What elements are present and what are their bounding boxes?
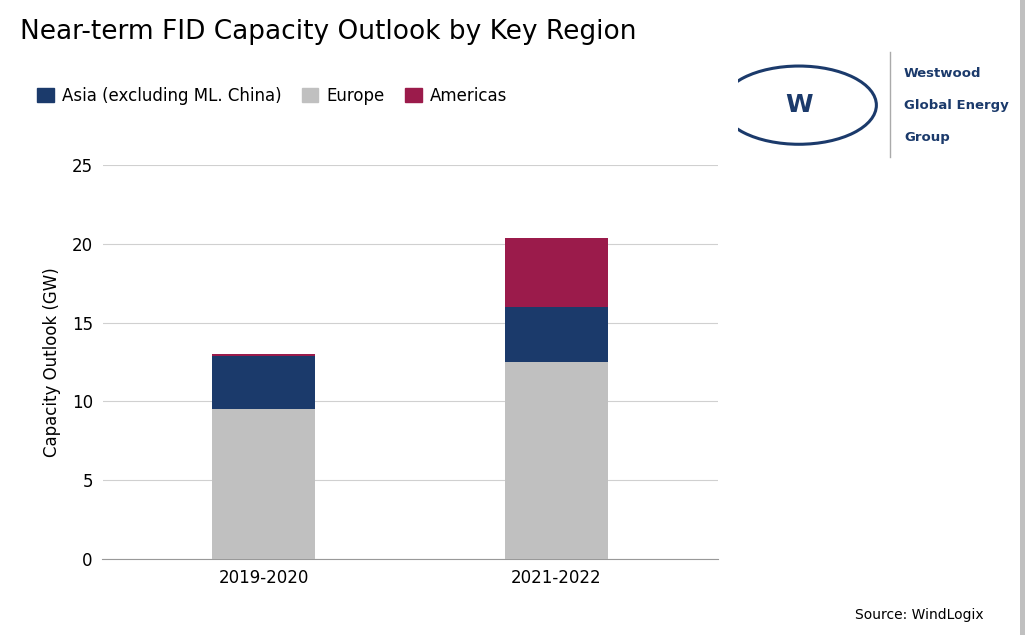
Text: Source: WindLogix: Source: WindLogix xyxy=(856,608,984,622)
Text: Global Energy: Global Energy xyxy=(904,98,1009,112)
Bar xyxy=(212,409,315,559)
Bar xyxy=(505,307,608,362)
Text: Westwood: Westwood xyxy=(904,67,982,79)
Text: Near-term FID Capacity Outlook by Key Region: Near-term FID Capacity Outlook by Key Re… xyxy=(20,19,637,45)
Legend: Asia (excluding ML. China), Europe, Americas: Asia (excluding ML. China), Europe, Amer… xyxy=(37,87,507,105)
Bar xyxy=(212,356,315,409)
Bar xyxy=(212,354,315,356)
Text: W: W xyxy=(785,93,813,117)
Bar xyxy=(505,362,608,559)
Y-axis label: Capacity Outlook (GW): Capacity Outlook (GW) xyxy=(43,267,60,457)
Bar xyxy=(505,237,608,307)
Text: Group: Group xyxy=(904,131,950,144)
